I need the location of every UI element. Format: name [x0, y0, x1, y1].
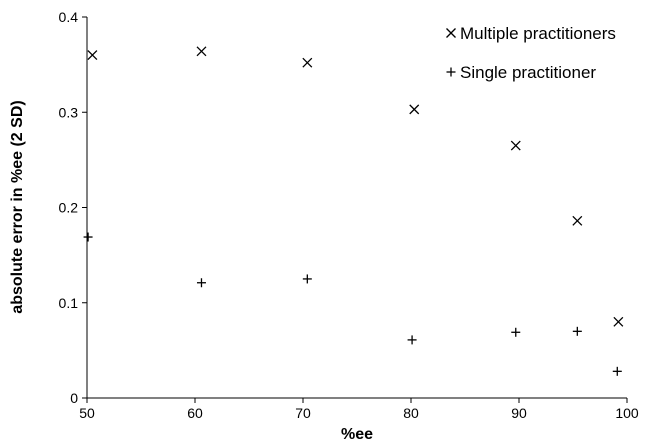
y-tick-label: 0	[70, 390, 78, 406]
legend-marker-single-practitioner	[446, 67, 456, 77]
single-practitioner-point	[83, 232, 93, 242]
x-tick-label: 80	[403, 405, 419, 421]
single-practitioner-point	[407, 335, 417, 345]
multiple-practitioners-point	[572, 215, 583, 226]
single-practitioner-point	[302, 274, 312, 284]
y-axis-title: absolute error in %ee (2 SD)	[9, 100, 26, 313]
multiple-practitioners-point	[510, 140, 521, 151]
x-tick-label: 100	[615, 405, 639, 421]
multiple-practitioners-point	[87, 50, 98, 61]
legend-label-single-practitioner: Single practitioner	[460, 63, 596, 82]
y-tick-label: 0.4	[59, 9, 79, 25]
single-practitioner-point	[612, 366, 622, 376]
multiple-practitioners-point	[613, 316, 624, 327]
x-tick-label: 90	[511, 405, 527, 421]
x-tick-label: 70	[295, 405, 311, 421]
single-practitioner-point	[511, 327, 521, 337]
multiple-practitioners-point	[196, 46, 207, 57]
legend-label-multiple-practitioners: Multiple practitioners	[460, 24, 616, 43]
legend: Multiple practitioners Single practitione…	[446, 24, 616, 82]
single-practitioner-point	[572, 326, 582, 336]
x-tick-label: 50	[79, 405, 95, 421]
legend-marker-multiple-practitioners	[446, 28, 456, 38]
multiple-practitioners-point	[302, 57, 313, 68]
y-tick-label: 0.2	[59, 200, 79, 216]
y-tick-label: 0.1	[59, 295, 79, 311]
x-tick-label: 60	[187, 405, 203, 421]
multiple-practitioners-point	[409, 104, 420, 115]
axis-ticks: 50 60 70 80 90 100 0 0.1 0.2 0.3 0.4	[59, 9, 639, 421]
single-practitioner-point	[196, 278, 206, 288]
data-marks	[83, 46, 624, 376]
x-axis-title: %ee	[341, 426, 373, 443]
y-tick-label: 0.3	[59, 104, 79, 120]
